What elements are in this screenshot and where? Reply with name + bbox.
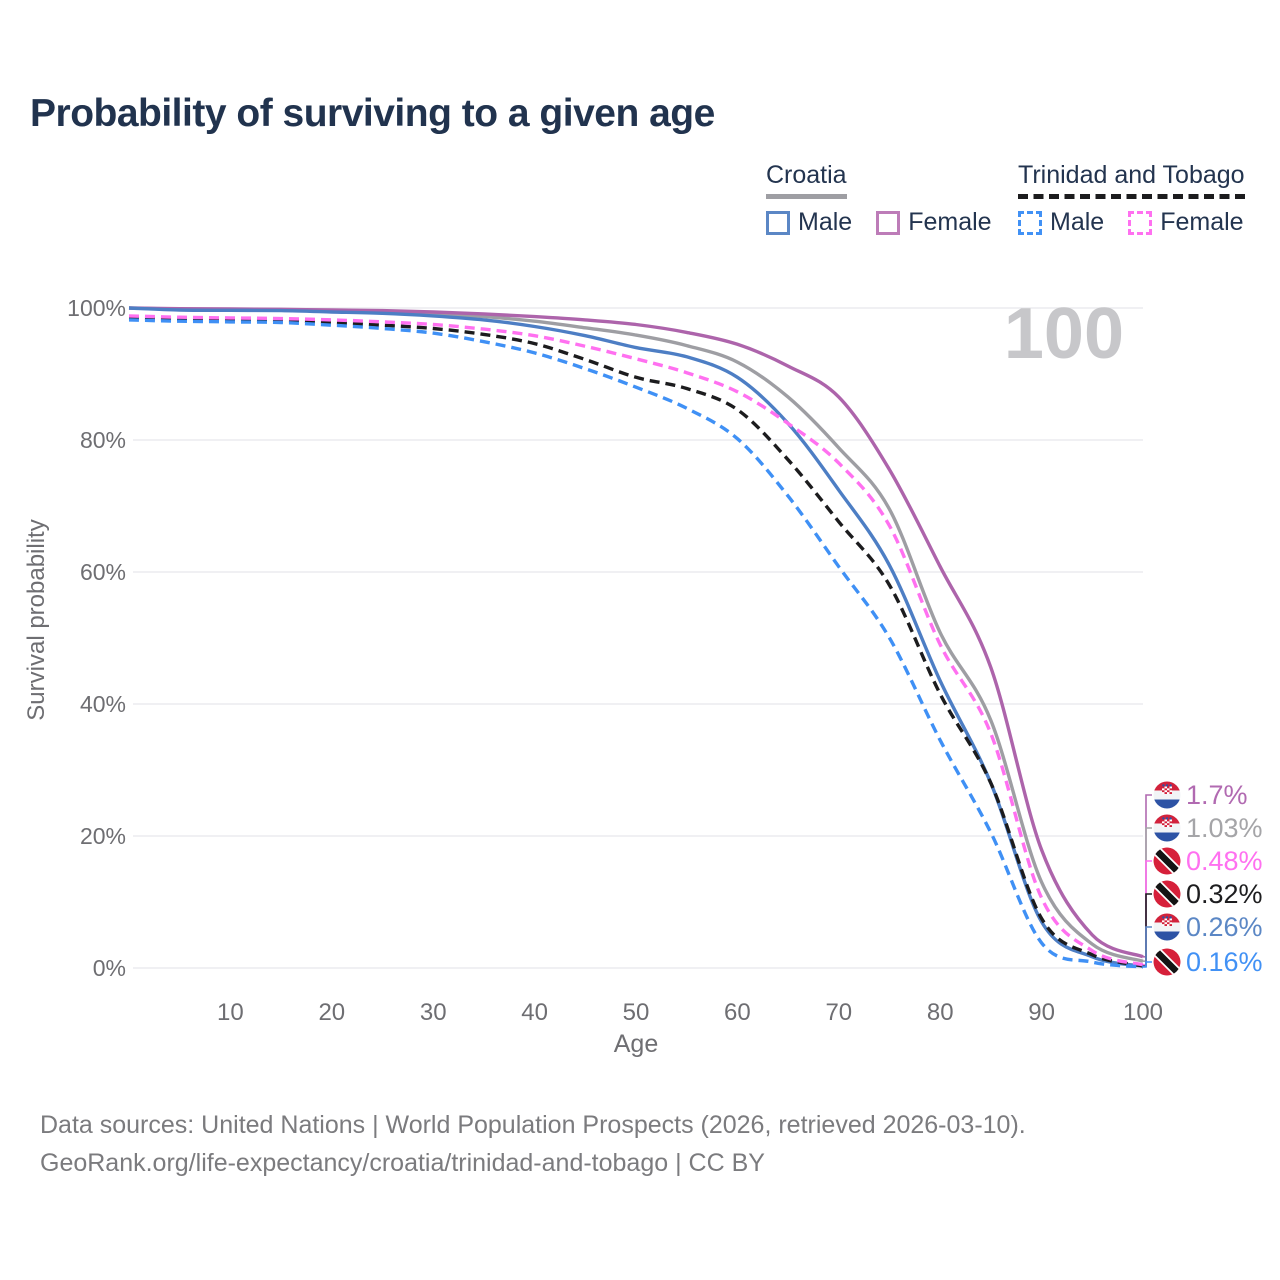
end-value-label: 1.7% <box>1186 780 1248 810</box>
footer: Data sources: United Nations | World Pop… <box>40 1106 1026 1182</box>
legend-item-trinidad-male[interactable]: Male <box>1018 208 1104 237</box>
flag-trinidad-icon <box>1153 880 1181 908</box>
x-tick-label: 50 <box>623 999 650 1026</box>
trinidad-female-swatch <box>1128 210 1153 235</box>
series-line-croatia-both-sexes <box>128 306 1144 963</box>
end-value-label: 0.26% <box>1186 912 1263 942</box>
legend-item-croatia-male[interactable]: Male <box>766 208 852 237</box>
y-tick-label: 20% <box>80 823 126 849</box>
y-tick-label: 60% <box>80 559 126 585</box>
croatia-female-swatch <box>876 210 901 235</box>
end-value-label: 0.48% <box>1186 846 1263 876</box>
x-tick-label: 40 <box>521 999 548 1026</box>
end-label-leader <box>1143 794 1152 958</box>
legend-item-croatia-female[interactable]: Female <box>876 208 992 237</box>
series-line-trinidad-and-tobago-female <box>128 314 1144 967</box>
x-tick-label: 90 <box>1028 999 1055 1026</box>
end-value-label: 0.16% <box>1186 947 1263 977</box>
trinidad-male-swatch <box>1018 210 1042 235</box>
y-tick-label: 80% <box>80 427 126 453</box>
series-line-croatia-male <box>128 306 1144 968</box>
x-tick-label: 100 <box>1123 999 1163 1026</box>
legend-group-trinidad: Trinidad and Tobago Male Female <box>1018 161 1245 237</box>
legend-label: Female <box>908 208 992 236</box>
end-label-leader <box>1143 860 1152 966</box>
end-label-leader <box>1143 961 1152 968</box>
age-counter-watermark: 100 <box>1004 294 1124 374</box>
x-tick-label: 10 <box>217 999 244 1026</box>
x-axis-title: Age <box>614 1030 658 1058</box>
legend-title-croatia: Croatia <box>766 161 847 199</box>
x-tick-label: 60 <box>724 999 751 1026</box>
legend-title-trinidad: Trinidad and Tobago <box>1018 161 1245 199</box>
croatia-male-swatch <box>766 210 790 235</box>
flag-croatia-icon <box>1153 781 1181 809</box>
x-tick-label: 70 <box>825 999 852 1026</box>
footer-attribution: GeoRank.org/life-expectancy/croatia/trin… <box>40 1149 765 1177</box>
legend-group-croatia: Croatia Male Female <box>766 161 992 237</box>
y-tick-label: 0% <box>93 955 126 981</box>
y-tick-label: 40% <box>80 691 126 717</box>
y-axis-title: Survival probability <box>23 519 50 720</box>
flag-croatia-icon <box>1153 814 1181 842</box>
series-line-croatia-female <box>128 306 1144 959</box>
page-title: Probability of surviving to a given age <box>30 92 715 135</box>
legend-label: Male <box>1050 208 1105 236</box>
y-tick-label: 100% <box>67 295 126 321</box>
series-line-trinidad-and-tobago-both-sexes <box>128 316 1144 968</box>
series-line-trinidad-and-tobago-male <box>128 318 1144 969</box>
legend-label: Female <box>1160 208 1244 236</box>
survival-chart: 0% 20% 40% 60% 80% 100% Survival probability 10… <box>23 294 1263 1058</box>
end-label-leader <box>1143 893 1152 967</box>
flag-trinidad-icon <box>1153 847 1181 875</box>
x-tick-label: 30 <box>420 999 447 1026</box>
flag-trinidad-icon <box>1153 948 1181 976</box>
footer-sources: Data sources: United Nations | World Pop… <box>40 1111 1026 1139</box>
legend-item-trinidad-female[interactable]: Female <box>1128 208 1244 237</box>
flag-croatia-icon <box>1153 913 1181 941</box>
x-tick-label: 80 <box>927 999 954 1026</box>
x-tick-label: 20 <box>318 999 345 1026</box>
end-value-label: 1.03% <box>1186 813 1263 843</box>
end-value-label: 0.32% <box>1186 879 1263 909</box>
legend-label: Male <box>798 208 853 236</box>
